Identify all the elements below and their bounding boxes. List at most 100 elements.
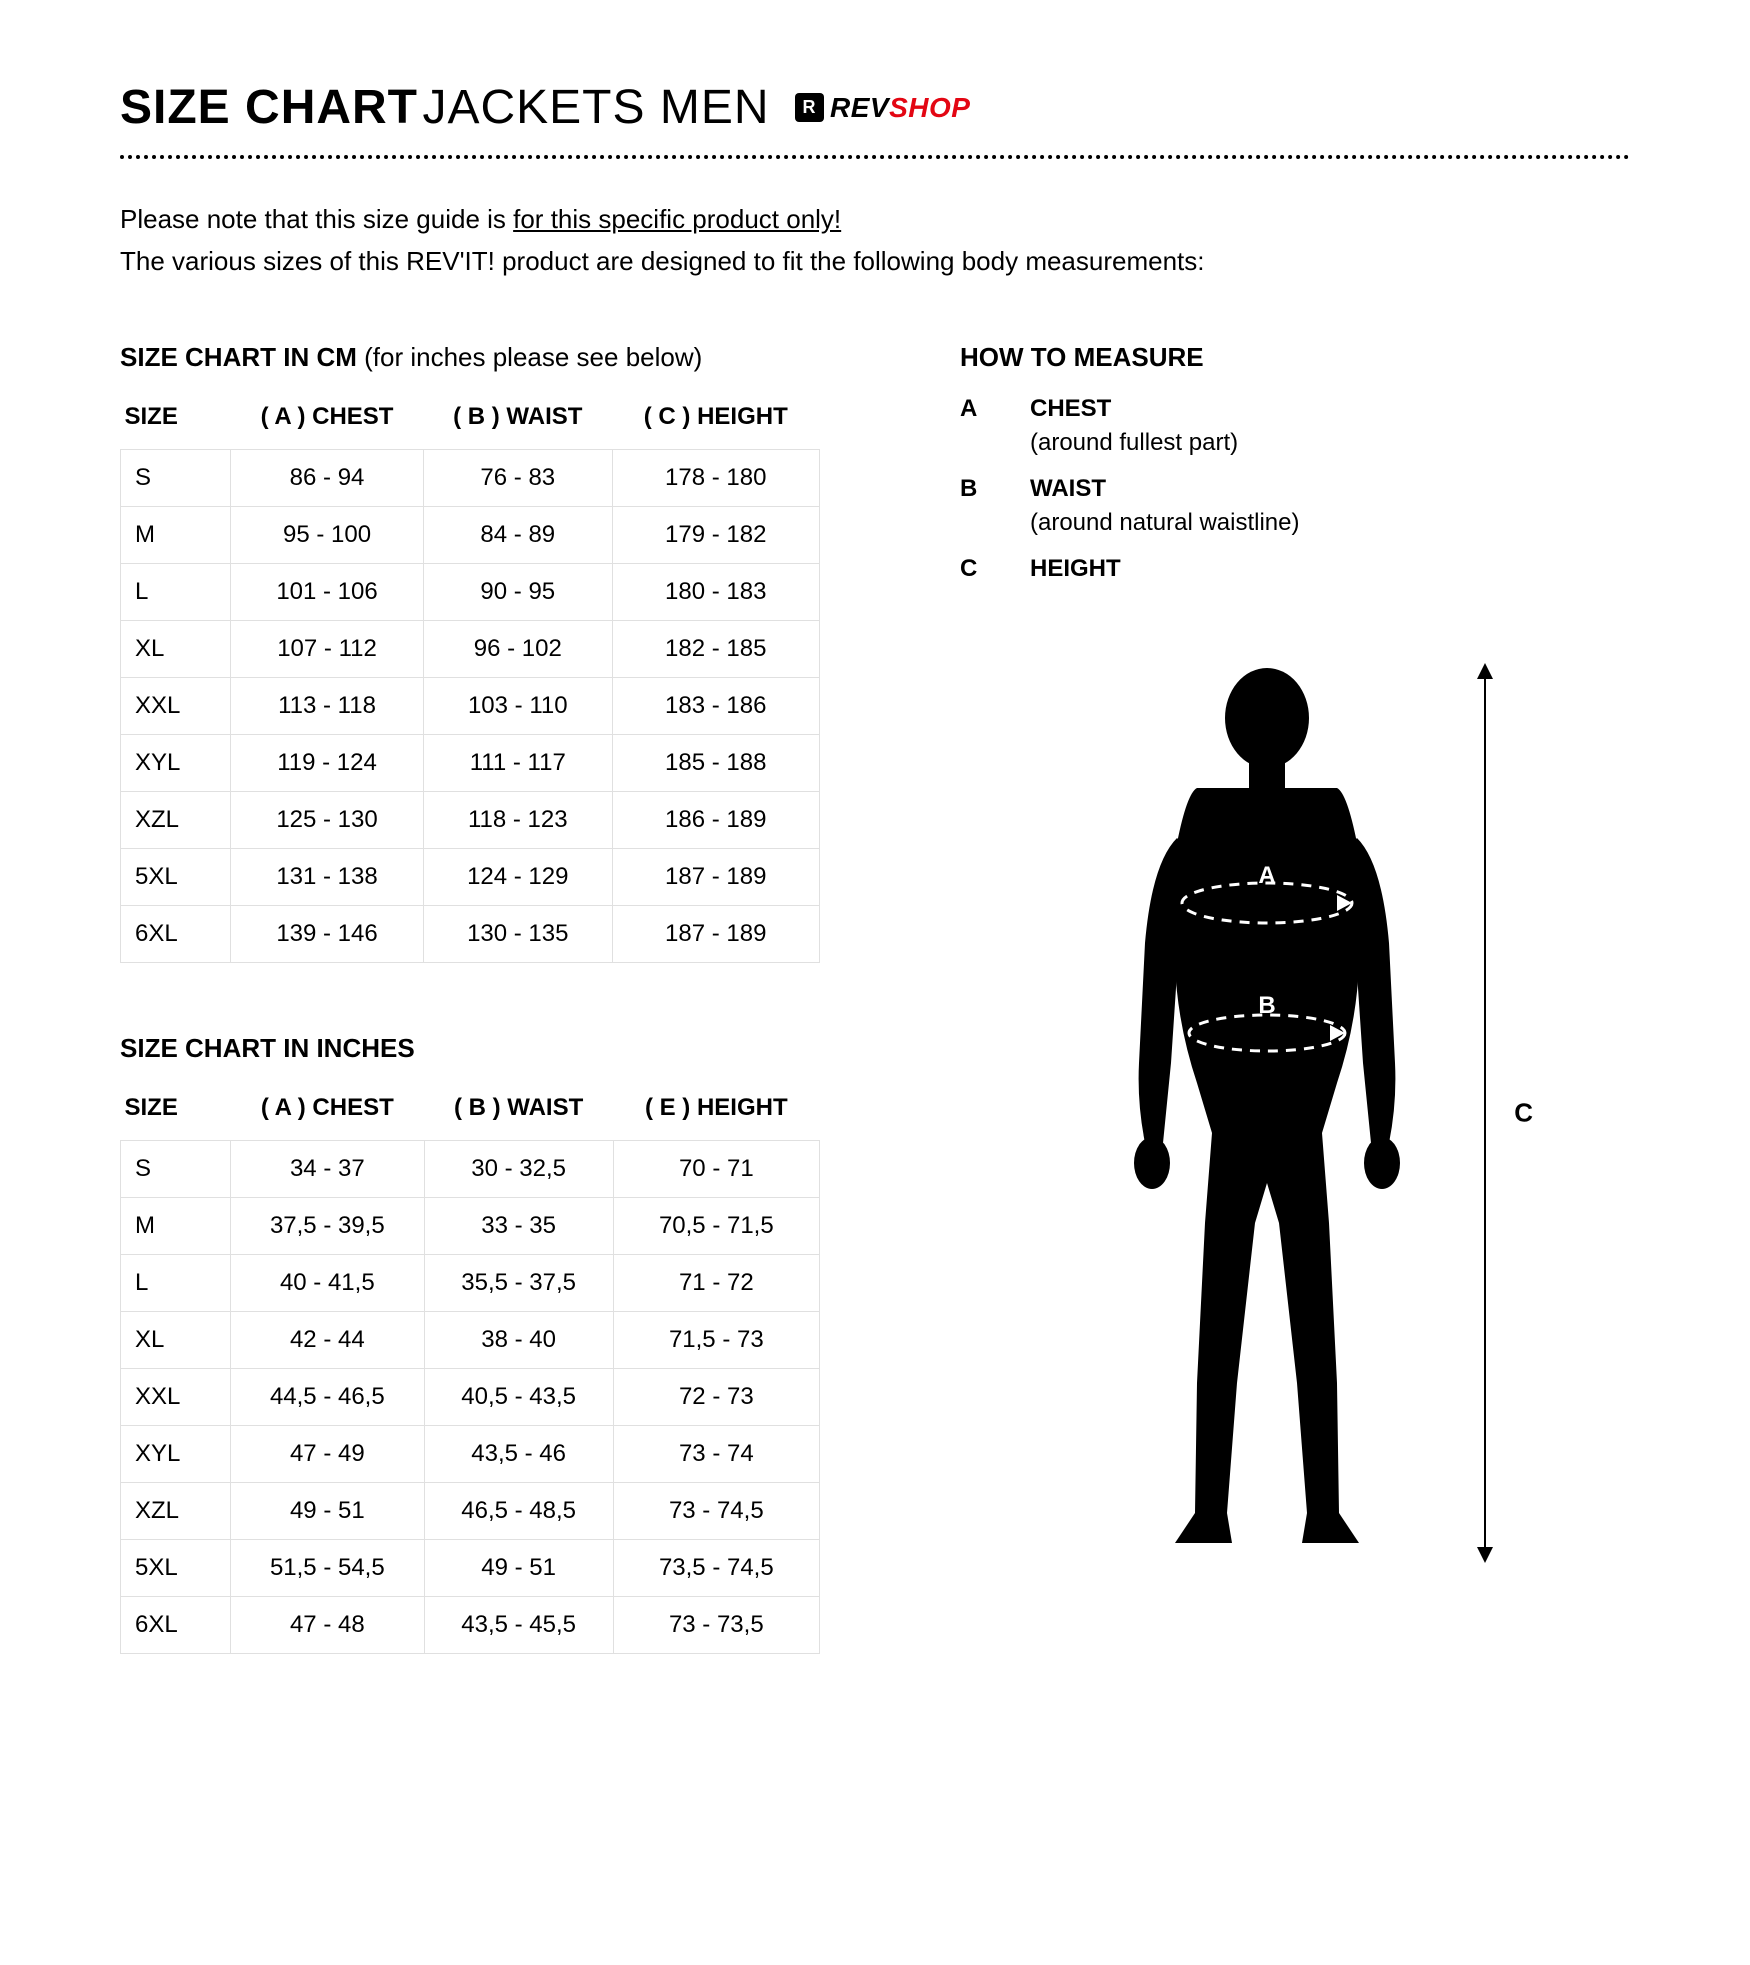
table-cell: 182 - 185 [612,621,820,678]
table-column-header: ( A ) CHEST [231,1084,425,1141]
table-row: 6XL139 - 146130 - 135187 - 189 [121,906,820,963]
table-column-header: ( E ) HEIGHT [613,1084,819,1141]
table-cell: 73 - 73,5 [613,1597,819,1654]
content-columns: SIZE CHART IN CM (for inches please see … [120,342,1630,1724]
table-row: 6XL47 - 4843,5 - 45,573 - 73,5 [121,1597,820,1654]
table-cell: 71,5 - 73 [613,1312,819,1369]
table-cell: XL [121,621,231,678]
table-cell: 47 - 48 [231,1597,425,1654]
table-cell: 111 - 117 [424,735,612,792]
table-cell: 73 - 74 [613,1426,819,1483]
table-cell: 44,5 - 46,5 [231,1369,425,1426]
table-cell: 90 - 95 [424,564,612,621]
height-arrow-down-icon [1477,1547,1493,1563]
measure-list: ACHEST(around fullest part)BWAIST(around… [960,395,1630,583]
table-row: 5XL51,5 - 54,549 - 5173,5 - 74,5 [121,1540,820,1597]
measure-name: CHEST [1030,395,1630,423]
table-cell: XXL [121,678,231,735]
logo-text-shop: SHOP [889,92,970,124]
table-cell: 131 - 138 [231,849,424,906]
logo-icon: R [795,93,825,122]
cm-size-table: SIZE( A ) CHEST( B ) WAIST( C ) HEIGHT S… [120,393,820,963]
table-cell: 34 - 37 [231,1141,425,1198]
header-title-row: SIZE CHART JACKETS MEN R REVSHOP [120,80,1630,135]
table-cell: 40,5 - 43,5 [424,1369,613,1426]
table-cell: 33 - 35 [424,1198,613,1255]
table-cell: 187 - 189 [612,906,820,963]
measure-desc: (around fullest part) [1030,429,1630,457]
table-cell: 70,5 - 71,5 [613,1198,819,1255]
table-row: 5XL131 - 138124 - 129187 - 189 [121,849,820,906]
table-cell: 179 - 182 [612,507,820,564]
table-cell: 5XL [121,1540,231,1597]
table-cell: 103 - 110 [424,678,612,735]
table-cell: 125 - 130 [231,792,424,849]
logo-text-rev: REV [830,92,889,124]
table-cell: M [121,507,231,564]
table-column-header: SIZE [121,393,231,450]
cm-title-sub: (for inches please see below) [357,342,702,372]
in-table-body: S34 - 3730 - 32,570 - 71M37,5 - 39,533 -… [121,1141,820,1654]
diagram-label-b: B [1258,992,1275,1019]
measure-name: WAIST [1030,475,1630,503]
table-row: XYL47 - 4943,5 - 4673 - 74 [121,1426,820,1483]
in-table-head: SIZE( A ) CHEST( B ) WAIST( E ) HEIGHT [121,1084,820,1141]
table-column-header: ( A ) CHEST [231,393,424,450]
body-diagram: A B C [960,663,1630,1563]
note-line1-underline: for this specific product only! [513,204,841,234]
table-cell: 73 - 74,5 [613,1483,819,1540]
body-silhouette: A B [1097,663,1437,1563]
table-cell: 185 - 188 [612,735,820,792]
brand-logo: R REVSHOP [795,92,971,124]
table-cell: L [121,564,231,621]
table-row: XYL119 - 124111 - 117185 - 188 [121,735,820,792]
table-cell: 113 - 118 [231,678,424,735]
table-row: M95 - 10084 - 89179 - 182 [121,507,820,564]
table-cell: 186 - 189 [612,792,820,849]
table-cell: 5XL [121,849,231,906]
table-cell: 84 - 89 [424,507,612,564]
table-cell: 124 - 129 [424,849,612,906]
dotted-divider [120,155,1630,159]
table-cell: XYL [121,1426,231,1483]
page-header: SIZE CHART JACKETS MEN R REVSHOP [120,80,1630,159]
table-cell: 40 - 41,5 [231,1255,425,1312]
table-row: M37,5 - 39,533 - 3570,5 - 71,5 [121,1198,820,1255]
table-cell: 51,5 - 54,5 [231,1540,425,1597]
table-row: S86 - 9476 - 83178 - 180 [121,450,820,507]
measure-desc: (around natural waistline) [1030,509,1630,537]
table-cell: 118 - 123 [424,792,612,849]
table-cell: M [121,1198,231,1255]
table-cell: XL [121,1312,231,1369]
table-cell: 30 - 32,5 [424,1141,613,1198]
table-cell: 35,5 - 37,5 [424,1255,613,1312]
table-cell: 73,5 - 74,5 [613,1540,819,1597]
table-row: XZL49 - 5146,5 - 48,573 - 74,5 [121,1483,820,1540]
table-cell: 6XL [121,906,231,963]
diagram-label-a: A [1258,862,1275,889]
table-cell: 70 - 71 [613,1141,819,1198]
table-cell: 37,5 - 39,5 [231,1198,425,1255]
table-cell: 43,5 - 46 [424,1426,613,1483]
table-cell: 42 - 44 [231,1312,425,1369]
table-row: S34 - 3730 - 32,570 - 71 [121,1141,820,1198]
table-cell: 183 - 186 [612,678,820,735]
table-cell: S [121,450,231,507]
table-cell: 43,5 - 45,5 [424,1597,613,1654]
table-row: XL107 - 11296 - 102182 - 185 [121,621,820,678]
cm-title-main: SIZE CHART IN CM [120,342,357,372]
table-cell: 46,5 - 48,5 [424,1483,613,1540]
title-group: SIZE CHART JACKETS MEN [120,80,770,135]
measure-name: HEIGHT [1030,555,1630,583]
table-cell: 86 - 94 [231,450,424,507]
height-label-c: C [1514,1098,1533,1129]
table-row: XXL113 - 118103 - 110183 - 186 [121,678,820,735]
measure-title: HOW TO MEASURE [960,342,1630,373]
table-cell: 38 - 40 [424,1312,613,1369]
table-cell: 96 - 102 [424,621,612,678]
table-cell: 71 - 72 [613,1255,819,1312]
table-cell: S [121,1141,231,1198]
table-cell: XZL [121,792,231,849]
cm-table-body: S86 - 9476 - 83178 - 180M95 - 10084 - 89… [121,450,820,963]
table-column-header: SIZE [121,1084,231,1141]
